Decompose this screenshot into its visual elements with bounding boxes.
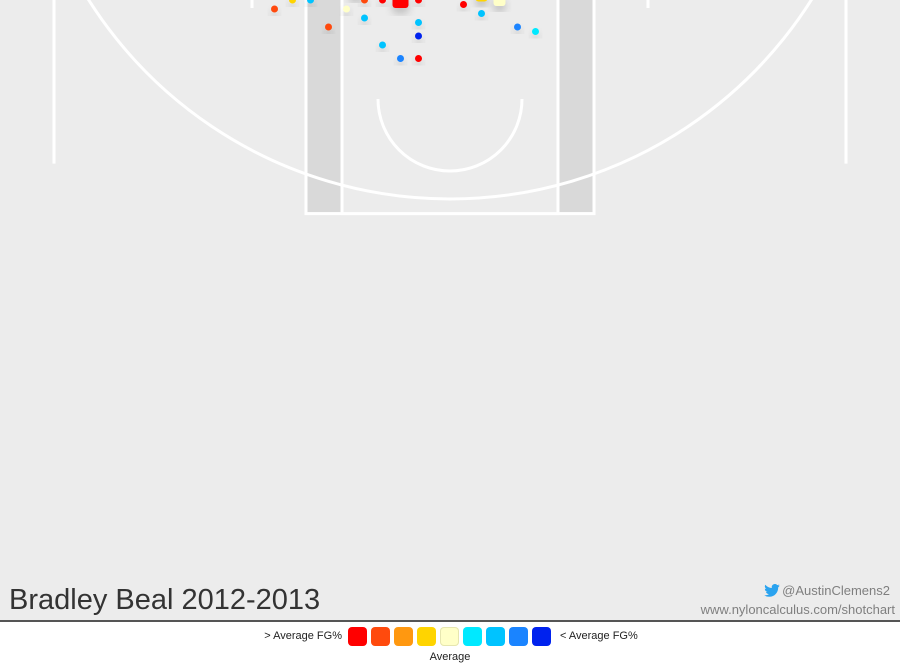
shot-marker [397,55,404,62]
shot-marker [415,19,422,26]
footer-divider [0,620,900,622]
restricted-arc [376,98,524,173]
credit-line: @AustinClemens2 [764,583,890,600]
legend-below-average-label: < Average FG% [560,630,638,642]
shot-chart [52,0,848,216]
shot-marker [460,1,467,8]
credit-handle: @AustinClemens2 [782,583,890,598]
legend-swatch [509,627,528,646]
shot-marker [379,0,386,4]
shot-marker [307,0,314,4]
shot-marker [415,32,422,40]
shot-marker [325,23,332,31]
legend-average-label: Average [429,651,471,663]
shot-marker [343,5,350,13]
legend-swatch [394,627,413,646]
legend-swatch [371,627,390,646]
shot-marker [271,5,278,13]
shot-marker [514,23,521,31]
legend-swatch [348,627,367,646]
three-point-arc [87,0,813,201]
chart-title: Bradley Beal 2012-2013 [9,584,321,616]
legend-color-scale [348,627,552,646]
shot-marker [392,0,409,8]
shot-marker [361,14,368,22]
legend-swatch [532,627,551,646]
twitter-bird-icon [764,583,780,600]
court-plot-area [0,0,900,621]
shot-marker [532,28,539,35]
shot-markers [271,0,539,62]
shot-marker [475,0,488,2]
shot-marker [289,0,296,4]
shot-marker [415,0,422,4]
legend-swatch [417,627,436,646]
legend-swatch [463,627,482,646]
court-lines [52,0,848,216]
shot-marker [361,0,368,4]
shot-marker [478,10,485,17]
legend-swatch [486,627,505,646]
shot-marker [379,41,386,49]
legend-above-average-label: > Average FG% [264,630,342,642]
shot-marker [493,0,506,6]
lane-inner [340,0,560,216]
shot-marker [415,55,422,62]
legend-swatch [440,627,459,646]
site-url: www.nyloncalculus.com/shotchart [700,602,895,617]
